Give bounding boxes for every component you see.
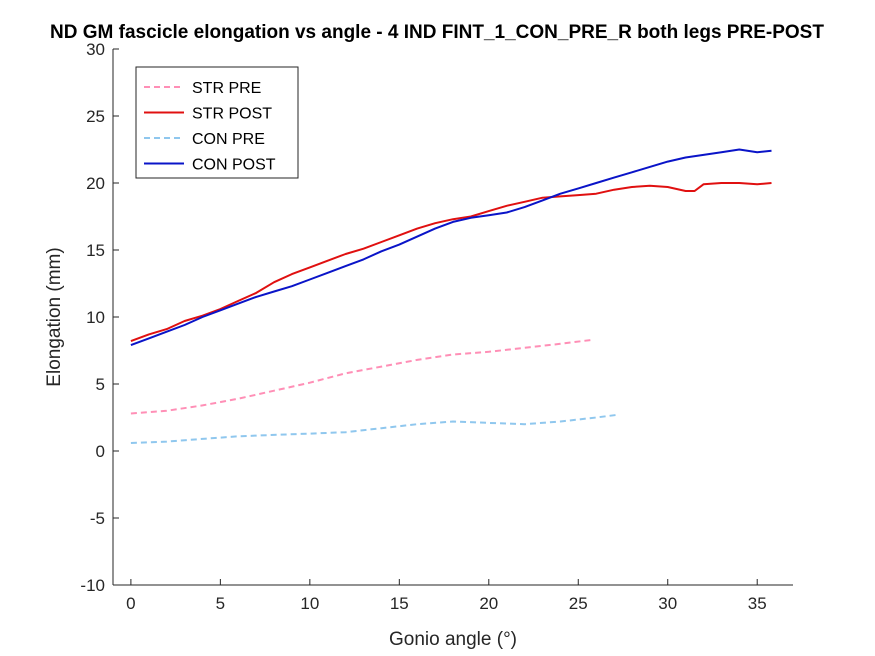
- legend-label: CON POST: [192, 157, 276, 174]
- plot-area: 0 5 10 15 20 25 30 35 -10 -5 0 5 10 15 20 25 30: [80, 40, 793, 613]
- y-tick-label: 30: [86, 40, 105, 59]
- y-tick-label: 20: [86, 174, 105, 193]
- x-ticks: 0 5 10 15 20 25 30 35: [126, 579, 767, 613]
- x-axis-title: Gonio angle (°): [389, 629, 517, 650]
- y-tick-label: 15: [86, 241, 105, 260]
- legend-label: STR POST: [192, 106, 272, 123]
- series-line-str-pre: [130, 338, 593, 415]
- x-tick-label: 30: [658, 594, 677, 613]
- series-line-str-post: [130, 182, 772, 343]
- y-tick-label: -10: [80, 576, 105, 595]
- legend[interactable]: STR PRE STR POST CON PRE CON POST: [135, 66, 299, 179]
- y-axis-title: Elongation (mm): [44, 247, 65, 386]
- y-tick-label: 5: [96, 375, 105, 394]
- series-line-con-pre: [130, 413, 618, 444]
- y-tick-label: -5: [90, 509, 105, 528]
- series-layer: [130, 148, 772, 444]
- y-tick-label: 0: [96, 442, 105, 461]
- y-ticks: -10 -5 0 5 10 15 20 25 30: [80, 40, 119, 595]
- y-tick-label: 10: [86, 308, 105, 327]
- chart-title: ND GM fascicle elongation vs angle - 4 I…: [50, 22, 824, 43]
- x-tick-label: 15: [390, 594, 409, 613]
- legend-item[interactable]: CON POST: [144, 157, 276, 174]
- legend-items: STR PRE STR POST CON PRE CON POST: [144, 80, 276, 174]
- x-tick-label: 0: [126, 594, 135, 613]
- legend-label: STR PRE: [192, 80, 261, 97]
- legend-box: [135, 66, 299, 179]
- legend-item[interactable]: STR POST: [144, 106, 272, 123]
- x-tick-label: 5: [216, 594, 225, 613]
- y-tick-label: 25: [86, 107, 105, 126]
- x-tick-label: 35: [748, 594, 767, 613]
- x-tick-label: 10: [300, 594, 319, 613]
- x-tick-label: 25: [569, 594, 588, 613]
- legend-item[interactable]: STR PRE: [144, 80, 261, 97]
- x-tick-label: 20: [479, 594, 498, 613]
- legend-label: CON PRE: [192, 131, 265, 148]
- legend-item[interactable]: CON PRE: [144, 131, 265, 148]
- series-line-con-post: [130, 148, 772, 347]
